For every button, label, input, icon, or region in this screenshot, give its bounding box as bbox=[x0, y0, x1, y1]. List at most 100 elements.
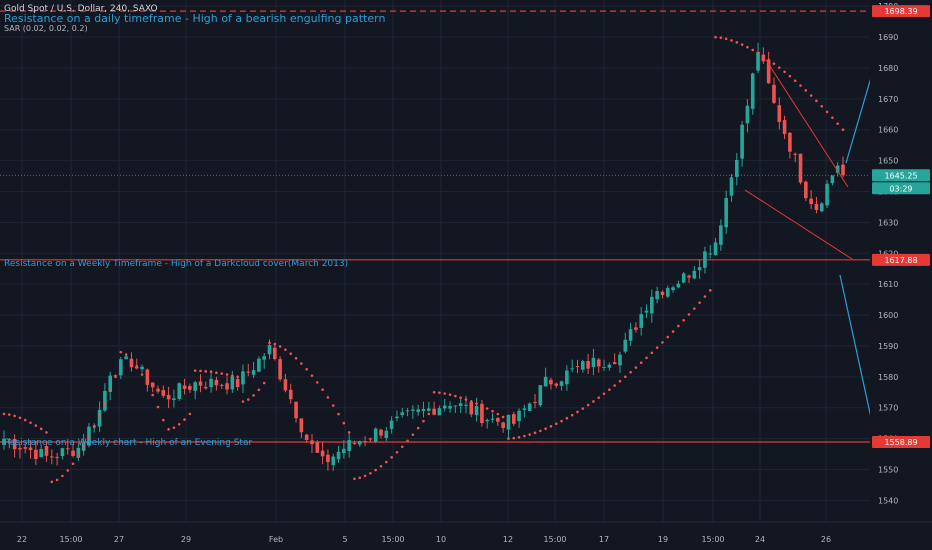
candle-body bbox=[708, 253, 713, 255]
candle-body bbox=[485, 419, 490, 422]
sar-dot bbox=[231, 374, 234, 377]
sar-dot bbox=[634, 366, 638, 369]
candle-body bbox=[145, 369, 150, 385]
sar-dot bbox=[140, 373, 144, 376]
sar-dot bbox=[592, 400, 595, 403]
candle-body bbox=[193, 382, 197, 391]
sar-dot bbox=[146, 382, 149, 386]
sar-dot bbox=[454, 394, 457, 398]
price-tags: 1698.39 1645.25 03:29 1617.88 1558.89 bbox=[872, 5, 930, 449]
sar-dot bbox=[762, 55, 765, 58]
sar-dot bbox=[740, 43, 744, 46]
indicator-label: SAR (0.02, 0.02, 0.2) bbox=[4, 24, 88, 33]
candle-body bbox=[23, 447, 28, 449]
candle-body bbox=[591, 357, 596, 367]
wedge-upper-line bbox=[765, 59, 849, 188]
candle-body bbox=[570, 368, 574, 370]
candle-body bbox=[108, 375, 113, 392]
candle-body bbox=[368, 438, 373, 440]
candle-body bbox=[841, 164, 845, 176]
time-tick-label: 19 bbox=[658, 535, 668, 544]
candle-body bbox=[777, 105, 782, 122]
candle-body bbox=[150, 382, 155, 388]
sar-dot bbox=[597, 396, 601, 399]
candle-body bbox=[671, 287, 675, 291]
candle-body bbox=[665, 287, 670, 297]
candle-body bbox=[246, 371, 251, 373]
candle-body bbox=[379, 429, 383, 436]
candle-body bbox=[644, 310, 649, 313]
candle-body bbox=[527, 403, 532, 411]
price-tick-label: 1620 bbox=[878, 249, 898, 258]
candle-body bbox=[533, 402, 537, 404]
candle-body bbox=[400, 412, 405, 416]
candle-body bbox=[12, 438, 17, 450]
sar-dot bbox=[639, 361, 643, 365]
sar-dot bbox=[209, 370, 213, 374]
candle-body bbox=[745, 105, 750, 124]
sar-dot bbox=[162, 418, 165, 422]
sar-dot bbox=[825, 110, 829, 114]
sar-dot bbox=[438, 391, 441, 394]
candle-body bbox=[772, 84, 776, 103]
annotation-darkcloud: Resistance on a Weekly Timeframe - High … bbox=[4, 259, 349, 269]
candle-body bbox=[416, 409, 420, 412]
candle-body bbox=[421, 409, 426, 412]
sar-dot bbox=[114, 375, 117, 379]
sar-dot bbox=[841, 128, 845, 132]
candle-body bbox=[427, 408, 431, 411]
price-tick-label: 1670 bbox=[878, 95, 898, 104]
candle-body bbox=[825, 183, 829, 206]
sar-dot bbox=[331, 404, 335, 407]
candle-body bbox=[628, 329, 633, 341]
sar-dot bbox=[613, 384, 616, 387]
sar-dot bbox=[358, 476, 362, 480]
candle-body bbox=[687, 275, 691, 278]
price-tick-label: 1650 bbox=[878, 157, 898, 166]
candle-body bbox=[458, 403, 463, 406]
sar-dot bbox=[369, 471, 372, 475]
candle-body bbox=[124, 356, 128, 360]
candle-body bbox=[432, 408, 436, 415]
sar-dot bbox=[151, 393, 154, 397]
candle-body bbox=[713, 242, 718, 256]
candle-body bbox=[639, 314, 644, 328]
sar-dot bbox=[655, 346, 659, 349]
sar-dot bbox=[257, 388, 261, 392]
price-tick-label: 1610 bbox=[878, 280, 898, 289]
sar-dot bbox=[8, 413, 11, 416]
sar-dot bbox=[300, 362, 303, 365]
candle-body bbox=[352, 443, 357, 445]
sar-dot bbox=[650, 351, 654, 355]
sar-dot bbox=[390, 456, 393, 459]
candle-body bbox=[804, 181, 808, 199]
candle-body bbox=[575, 366, 580, 368]
candle-body bbox=[299, 418, 304, 433]
sar-dot bbox=[693, 307, 696, 310]
candle-body bbox=[612, 362, 617, 365]
candle-body bbox=[273, 347, 277, 360]
candle-body bbox=[384, 430, 389, 438]
sar-dot bbox=[289, 352, 293, 355]
sar-dot bbox=[793, 79, 797, 83]
candle-body bbox=[2, 438, 6, 445]
candle-body bbox=[729, 177, 734, 196]
sar-dot bbox=[124, 353, 128, 356]
candle-body bbox=[320, 450, 325, 457]
sar-dot bbox=[108, 389, 112, 392]
sar-dot bbox=[98, 414, 101, 417]
price-tag-current: 1645.25 bbox=[884, 171, 917, 180]
sar-dot bbox=[480, 404, 484, 408]
sar-dot bbox=[215, 371, 218, 374]
sar-dot bbox=[363, 474, 367, 478]
sar-dot bbox=[560, 419, 563, 423]
candle-body bbox=[278, 359, 282, 380]
sar-dot bbox=[464, 398, 468, 401]
candle-body bbox=[28, 447, 33, 451]
candle-body bbox=[326, 454, 330, 463]
sar-dot bbox=[581, 407, 585, 410]
sar-dot bbox=[422, 419, 425, 423]
candle-body bbox=[511, 414, 516, 424]
time-tick-label: 10 bbox=[436, 535, 446, 544]
